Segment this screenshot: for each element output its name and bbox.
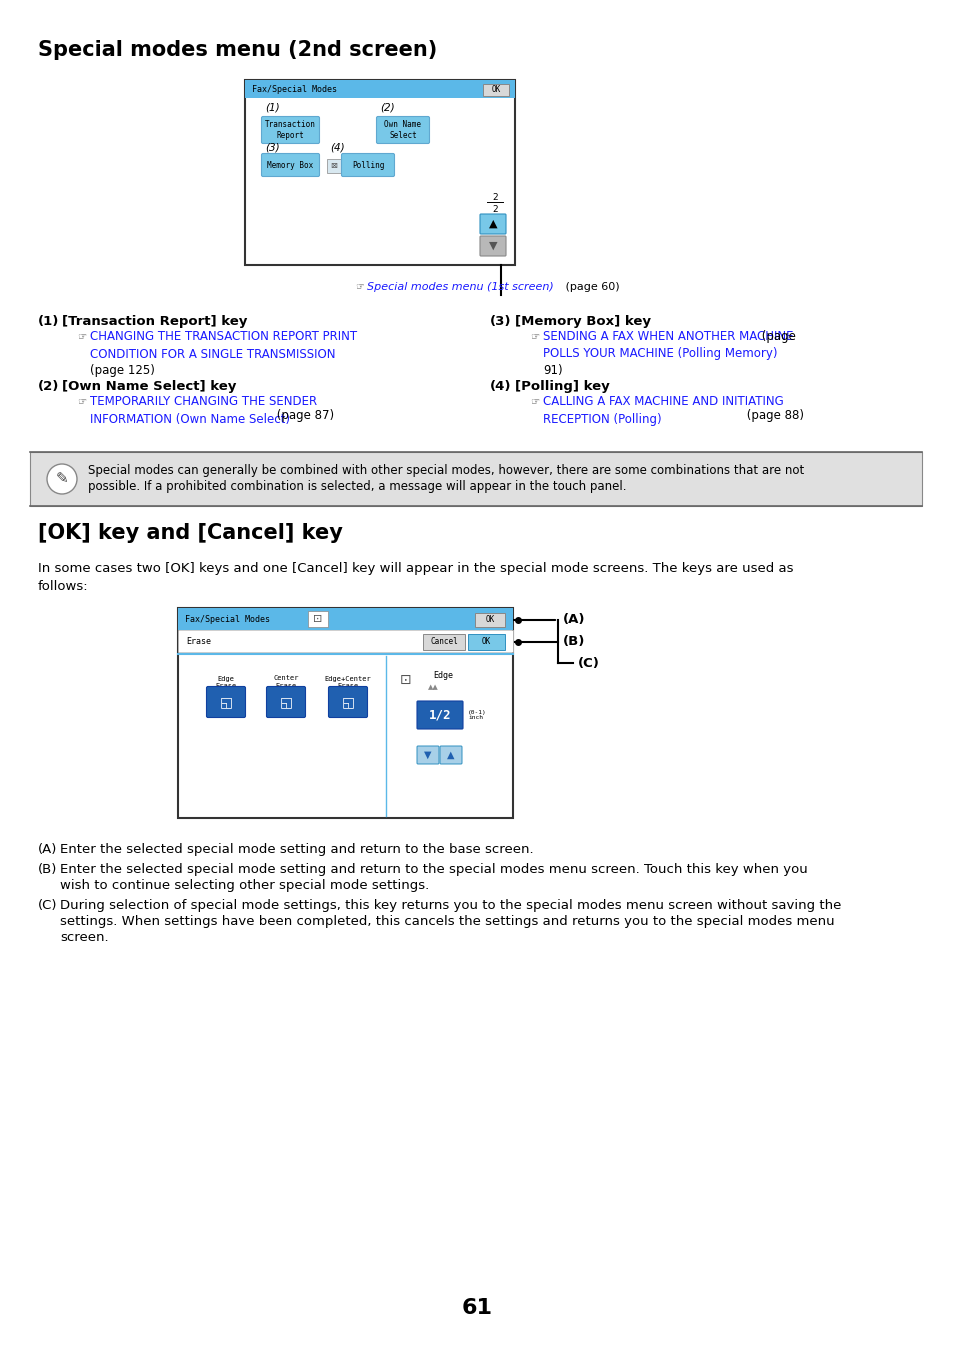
Text: In some cases two [OK] keys and one [Cancel] key will appear in the special mode: In some cases two [OK] keys and one [Can… xyxy=(38,562,793,593)
Text: [Own Name Select] key: [Own Name Select] key xyxy=(62,380,236,393)
FancyBboxPatch shape xyxy=(439,746,461,765)
Text: ▼: ▼ xyxy=(424,750,432,761)
Text: (B): (B) xyxy=(562,635,585,648)
Text: (page: (page xyxy=(758,330,795,343)
Text: ▲: ▲ xyxy=(488,219,497,230)
Text: (1): (1) xyxy=(265,103,279,113)
Bar xyxy=(30,453,921,507)
Text: (4): (4) xyxy=(330,142,344,153)
FancyBboxPatch shape xyxy=(206,686,245,717)
Text: (C): (C) xyxy=(38,898,57,912)
Bar xyxy=(245,80,515,265)
Text: [Polling] key: [Polling] key xyxy=(515,380,609,393)
Text: OK: OK xyxy=(491,85,500,95)
Bar xyxy=(178,630,513,653)
Text: ▲: ▲ xyxy=(447,750,455,761)
Text: Center
Erase: Center Erase xyxy=(273,676,298,689)
Text: Memory Box: Memory Box xyxy=(267,161,313,169)
Circle shape xyxy=(47,463,77,494)
Text: Edge: Edge xyxy=(433,671,453,681)
Bar xyxy=(178,608,513,630)
Text: During selection of special mode settings, this key returns you to the special m: During selection of special mode setting… xyxy=(60,898,841,912)
Bar xyxy=(178,608,513,817)
Text: Transaction
Report: Transaction Report xyxy=(264,120,315,139)
Text: Cancel: Cancel xyxy=(430,638,457,647)
Text: (B): (B) xyxy=(38,863,57,875)
Text: ◱: ◱ xyxy=(341,694,355,709)
Text: 2: 2 xyxy=(492,193,497,203)
Text: (0-1)
inch: (0-1) inch xyxy=(468,709,486,720)
FancyBboxPatch shape xyxy=(341,154,395,177)
Text: (page 125): (page 125) xyxy=(90,363,154,377)
FancyBboxPatch shape xyxy=(376,116,429,143)
Text: SENDING A FAX WHEN ANOTHER MACHINE
POLLS YOUR MACHINE (Polling Memory): SENDING A FAX WHEN ANOTHER MACHINE POLLS… xyxy=(542,330,793,361)
Text: Special modes menu (2nd screen): Special modes menu (2nd screen) xyxy=(38,41,436,59)
Text: (3): (3) xyxy=(490,315,511,328)
Text: (C): (C) xyxy=(578,657,599,670)
Text: Edge
Erase: Edge Erase xyxy=(215,676,236,689)
Text: (page 88): (page 88) xyxy=(742,409,803,422)
Text: Fax/Special Modes: Fax/Special Modes xyxy=(252,85,336,93)
Bar xyxy=(468,634,504,650)
Text: (2): (2) xyxy=(38,380,59,393)
Text: 1/2: 1/2 xyxy=(428,708,451,721)
Text: TEMPORARILY CHANGING THE SENDER
INFORMATION (Own Name Select): TEMPORARILY CHANGING THE SENDER INFORMAT… xyxy=(90,394,316,426)
Text: ▲▲: ▲▲ xyxy=(428,684,438,690)
Bar xyxy=(422,634,464,650)
Text: ⊡: ⊡ xyxy=(399,673,412,688)
FancyBboxPatch shape xyxy=(266,686,305,717)
Text: Special modes can generally be combined with other special modes, however, there: Special modes can generally be combined … xyxy=(88,463,803,477)
Text: Edge+Center
Erase: Edge+Center Erase xyxy=(324,676,371,689)
Bar xyxy=(475,613,504,627)
Text: Fax/Special Modes: Fax/Special Modes xyxy=(185,615,270,624)
Text: Special modes menu (1st screen): Special modes menu (1st screen) xyxy=(367,282,553,292)
Text: 91): 91) xyxy=(542,363,562,377)
Text: ▼: ▼ xyxy=(488,240,497,251)
Text: ☞: ☞ xyxy=(77,332,86,342)
Text: wish to continue selecting other special mode settings.: wish to continue selecting other special… xyxy=(60,880,429,892)
Bar xyxy=(245,80,515,99)
Bar xyxy=(327,159,340,173)
Text: OK: OK xyxy=(485,616,494,624)
Text: (3): (3) xyxy=(265,142,279,153)
FancyBboxPatch shape xyxy=(416,746,438,765)
Text: possible. If a prohibited combination is selected, a message will appear in the : possible. If a prohibited combination is… xyxy=(88,480,626,493)
Text: ☞: ☞ xyxy=(530,332,538,342)
Text: ☞: ☞ xyxy=(530,397,538,407)
Text: 61: 61 xyxy=(461,1298,492,1319)
Text: Erase: Erase xyxy=(186,636,211,646)
Text: CALLING A FAX MACHINE AND INITIATING
RECEPTION (Polling): CALLING A FAX MACHINE AND INITIATING REC… xyxy=(542,394,783,426)
Text: [Transaction Report] key: [Transaction Report] key xyxy=(62,315,247,328)
Text: [Memory Box] key: [Memory Box] key xyxy=(515,315,650,328)
Text: (A): (A) xyxy=(38,843,57,857)
Text: Enter the selected special mode setting and return to the special modes menu scr: Enter the selected special mode setting … xyxy=(60,863,807,875)
Text: ☞: ☞ xyxy=(355,282,363,292)
Text: (1): (1) xyxy=(38,315,59,328)
Text: OK: OK xyxy=(481,638,490,647)
FancyBboxPatch shape xyxy=(328,686,367,717)
FancyBboxPatch shape xyxy=(479,236,505,255)
Bar xyxy=(308,611,328,627)
Text: ✎: ✎ xyxy=(55,471,69,486)
Text: screen.: screen. xyxy=(60,931,109,944)
Text: CHANGING THE TRANSACTION REPORT PRINT
CONDITION FOR A SINGLE TRANSMISSION: CHANGING THE TRANSACTION REPORT PRINT CO… xyxy=(90,330,356,361)
Text: ⊡: ⊡ xyxy=(313,613,322,624)
Text: Own Name
Select: Own Name Select xyxy=(384,120,421,139)
Bar xyxy=(482,84,509,96)
Text: ☞: ☞ xyxy=(77,397,86,407)
FancyBboxPatch shape xyxy=(261,116,319,143)
Text: 2: 2 xyxy=(492,205,497,215)
Text: settings. When settings have been completed, this cancels the settings and retur: settings. When settings have been comple… xyxy=(60,915,834,928)
FancyBboxPatch shape xyxy=(261,154,319,177)
Text: Polling: Polling xyxy=(352,161,384,169)
Text: (page 60): (page 60) xyxy=(561,282,619,292)
Text: ⊠: ⊠ xyxy=(330,162,337,170)
Text: (page 87): (page 87) xyxy=(273,409,334,422)
FancyBboxPatch shape xyxy=(416,701,462,730)
Text: (2): (2) xyxy=(379,103,395,113)
FancyBboxPatch shape xyxy=(479,213,505,234)
Text: ◱: ◱ xyxy=(279,694,293,709)
Text: (A): (A) xyxy=(562,613,585,627)
Text: ◱: ◱ xyxy=(219,694,233,709)
Text: Enter the selected special mode setting and return to the base screen.: Enter the selected special mode setting … xyxy=(60,843,533,857)
